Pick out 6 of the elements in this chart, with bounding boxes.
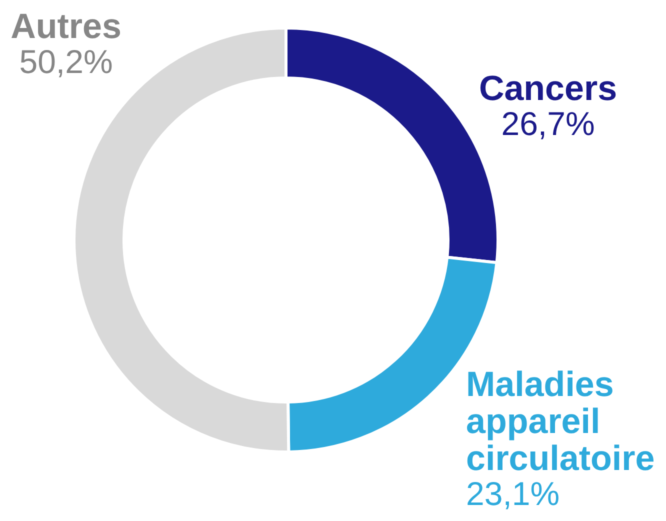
data-label: 26,7%: [501, 105, 595, 142]
slice-label: Autres: [10, 7, 122, 46]
data-label: 50,2%: [19, 43, 113, 80]
slice-label: Cancers: [478, 69, 618, 108]
data-label: 23,1%: [466, 475, 560, 512]
slice-label: Maladies appareil circulatoire: [466, 365, 655, 478]
